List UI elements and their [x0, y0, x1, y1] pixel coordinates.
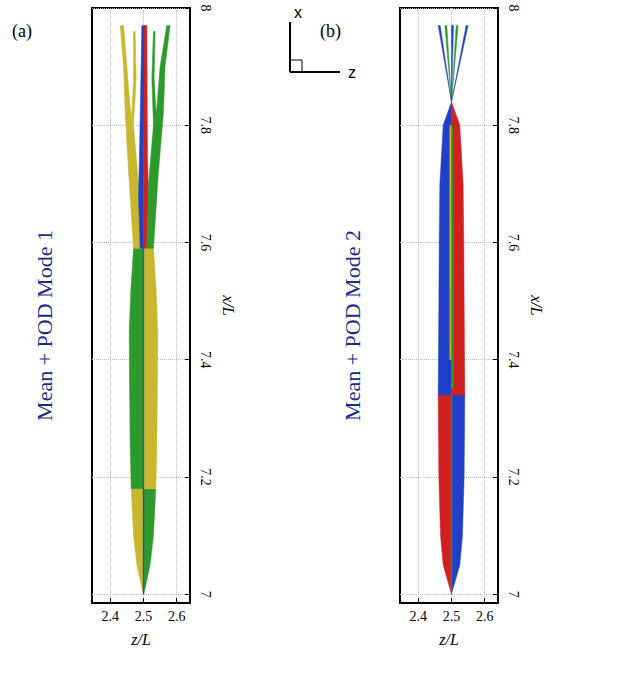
- svg-text:8: 8: [506, 5, 521, 12]
- svg-text:x/L: x/L: [528, 294, 545, 316]
- svg-text:7.8: 7.8: [506, 116, 521, 133]
- svg-text:2.6: 2.6: [476, 609, 494, 624]
- svg-text:2.5: 2.5: [135, 609, 153, 624]
- svg-text:7.4: 7.4: [198, 351, 213, 369]
- svg-text:7.8: 7.8: [198, 116, 213, 133]
- svg-text:7: 7: [198, 591, 213, 598]
- svg-text:z/L: z/L: [130, 631, 151, 648]
- svg-text:7.6: 7.6: [506, 234, 521, 252]
- svg-text:x: x: [294, 4, 302, 21]
- svg-text:7.2: 7.2: [198, 468, 213, 486]
- svg-text:z: z: [348, 64, 356, 81]
- svg-text:2.4: 2.4: [410, 609, 428, 624]
- svg-text:Mean + POD Mode 1: Mean + POD Mode 1: [32, 230, 57, 421]
- svg-text:(b): (b): [320, 21, 341, 42]
- svg-text:2.4: 2.4: [102, 609, 120, 624]
- svg-text:z/L: z/L: [438, 631, 459, 648]
- svg-text:Mean + POD Mode 2: Mean + POD Mode 2: [340, 230, 365, 421]
- svg-text:7.2: 7.2: [506, 468, 521, 486]
- svg-text:7.4: 7.4: [506, 351, 521, 369]
- svg-text:(a): (a): [12, 21, 32, 42]
- svg-text:x/L: x/L: [220, 294, 237, 316]
- svg-text:7: 7: [506, 591, 521, 598]
- svg-text:2.5: 2.5: [443, 609, 461, 624]
- svg-text:7.6: 7.6: [198, 234, 213, 252]
- svg-text:8: 8: [198, 5, 213, 12]
- svg-text:2.6: 2.6: [168, 609, 186, 624]
